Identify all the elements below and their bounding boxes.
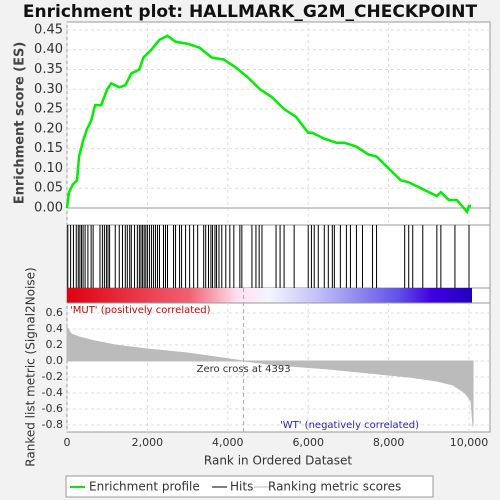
y-tick-label: 0.40 [34,42,63,57]
legend-label: Hits [230,480,253,494]
y-tick-label: 0.20 [34,121,63,136]
color-bar [67,288,472,303]
y-tick-label: 0.05 [34,181,63,196]
legend [65,475,434,498]
x-axis-label: Rank in Ordered Dataset [204,454,352,468]
y-tick-label: 0.2 [46,338,64,351]
y-tick-label: -0.4 [42,386,63,399]
y-tick-label: 0.45 [34,22,63,37]
y-tick-label: 0.15 [34,141,63,156]
y-tick-label: 0.35 [34,62,63,77]
x-tick-label: 2,000 [132,436,164,449]
y-tick-label: 0.30 [34,82,63,97]
es-line [65,34,472,215]
y-axis-label: Ranked list metric (Signal2Noise) [24,267,38,466]
chart-title: Enrichment plot: HALLMARK_G2M_CHECKPOINT [23,2,478,22]
y-tick-label: 0.10 [34,161,63,176]
y-tick-label: 0.25 [34,102,63,117]
y-tick-label: -0.2 [42,370,63,383]
metric-area [66,325,474,427]
y-tick-label: 0.00 [34,200,63,215]
x-tick-label: 0 [64,436,71,449]
annotation: Zero cross at 4393 [197,364,291,375]
y-tick-label: 0.0 [46,354,64,367]
y-tick-label: 0.6 [46,306,64,319]
y-axis-label: Enrichment score (ES) [13,42,28,205]
legend-label: Enrichment profile [89,480,200,494]
y-tick-label: 0.4 [46,322,64,335]
y-tick-label: -0.8 [42,418,63,431]
x-tick-label: 6,000 [292,436,324,449]
y-tick-label: -0.6 [42,402,63,415]
x-tick-label: 8,000 [373,436,405,449]
annotation: 'WT' (negatively correlated) [280,420,419,431]
x-tick-label: 4,000 [212,436,244,449]
annotation: 'MUT' (positively correlated) [70,305,211,316]
legend-label: Ranking metric scores [268,480,401,494]
x-tick-label: 10,000 [450,436,489,449]
